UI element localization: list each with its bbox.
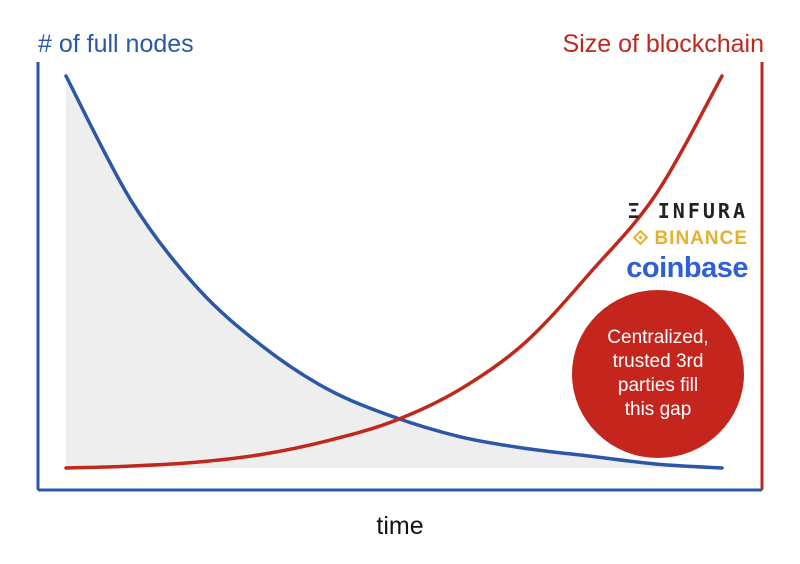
infura-logo-text: INFURA [657, 199, 748, 223]
callout-text: Centralized, trusted 3rd parties fill th… [607, 327, 709, 420]
coinbase-logo-text: coinbase [626, 252, 748, 284]
series-0-area [66, 76, 722, 468]
series-0-line [64, 74, 724, 470]
binance-logo: BINANCE [633, 228, 748, 250]
binance-diamond-icon [633, 229, 649, 246]
infura-logo-icon: Ξ [627, 199, 658, 223]
infura-logo: Ξ INFURA [628, 199, 748, 223]
callout-circle: Centralized, trusted 3rd parties fill th… [572, 290, 744, 458]
series-1-line [64, 74, 724, 470]
area-layer [66, 76, 722, 468]
coinbase-logo: coinbase [626, 252, 748, 285]
binance-logo-text: BINANCE [654, 228, 748, 249]
series-layer [64, 74, 724, 470]
axes-layer [36, 62, 764, 492]
left-axis-label: # of full nodes [38, 30, 194, 58]
x-axis-label: time [376, 512, 424, 540]
right-axis-label: Size of blockchain [562, 30, 764, 58]
